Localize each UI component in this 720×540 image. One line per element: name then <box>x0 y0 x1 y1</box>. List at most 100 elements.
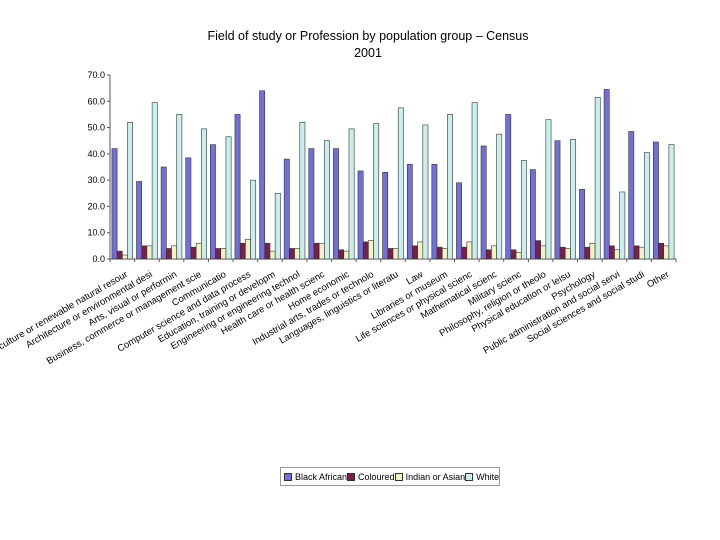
bar-3-16 <box>491 245 497 260</box>
bar-3-13 <box>417 241 424 260</box>
bar-3-15 <box>466 241 473 260</box>
bar-4-6 <box>250 179 257 260</box>
bar-4-5 <box>225 136 232 260</box>
y-tick-label: 40.0 <box>87 149 105 159</box>
y-tick-label: 70.0 <box>87 70 105 80</box>
legend-label: White <box>476 471 500 482</box>
bar-1-3 <box>160 166 167 260</box>
bar-2-20 <box>584 246 591 260</box>
legend-label: Coloured <box>358 471 395 482</box>
y-tick-label: 10.0 <box>87 228 105 238</box>
bar-1-17 <box>505 114 512 260</box>
legend-swatch <box>465 472 474 481</box>
bar-1-1 <box>111 148 118 260</box>
x-tick-label: Other <box>645 269 671 290</box>
bar-3-18 <box>540 245 547 260</box>
bar-2-3 <box>166 248 172 260</box>
bar-4-1 <box>127 122 134 260</box>
bar-1-9 <box>308 148 315 260</box>
bar-1-4 <box>185 157 192 260</box>
bar-4-12 <box>397 107 404 260</box>
bar-2-17 <box>510 249 517 260</box>
y-tick-label: 50.0 <box>87 123 105 133</box>
legend-swatch <box>347 472 356 481</box>
legend-item: Coloured <box>347 472 395 482</box>
bar-3-20 <box>589 242 596 260</box>
bar-2-12 <box>387 248 394 260</box>
bar-3-4 <box>195 242 202 260</box>
y-tick-label: 20.0 <box>87 201 105 211</box>
bar-1-22 <box>628 131 635 260</box>
bar-2-18 <box>535 240 541 260</box>
bar-2-4 <box>190 246 197 260</box>
bar-4-8 <box>299 122 306 260</box>
bar-4-18 <box>545 119 552 260</box>
bar-3-19 <box>564 248 571 260</box>
legend-swatch <box>284 472 292 481</box>
bar-2-6 <box>239 242 246 260</box>
bar-2-2 <box>141 245 148 260</box>
bar-4-2 <box>151 102 158 260</box>
bar-1-5 <box>210 144 216 260</box>
bar-2-7 <box>264 242 271 260</box>
bar-4-14 <box>447 114 453 260</box>
bar-2-16 <box>485 249 492 260</box>
bar-1-10 <box>333 148 339 260</box>
bar-2-9 <box>313 242 320 260</box>
bar-3-17 <box>515 252 522 260</box>
bar-1-21 <box>603 89 610 260</box>
bar-4-16 <box>496 133 503 260</box>
bar-3-14 <box>441 248 448 260</box>
bar-1-16 <box>480 145 487 260</box>
chart-title: Field of study or Profession by populati… <box>0 28 720 62</box>
bar-2-5 <box>215 248 222 260</box>
bar-2-15 <box>461 246 468 260</box>
bar-1-6 <box>234 114 241 260</box>
bar-2-14 <box>436 246 443 260</box>
bar-4-19 <box>570 139 576 260</box>
bar-1-7 <box>259 90 266 260</box>
bar-4-21 <box>619 191 626 260</box>
bar-1-8 <box>283 158 290 260</box>
bar-3-6 <box>245 238 251 260</box>
bar-2-11 <box>362 241 369 260</box>
chart-title-line-1: Field of study or Profession by populati… <box>207 29 529 43</box>
bar-1-18 <box>529 169 536 260</box>
bar-1-19 <box>554 140 561 260</box>
legend-item: Indian or Asian <box>394 472 465 482</box>
bar-4-22 <box>643 152 650 260</box>
bar-4-20 <box>594 97 601 260</box>
bar-2-19 <box>559 246 566 260</box>
bar-3-11 <box>368 240 374 260</box>
bar-3-21 <box>614 249 620 260</box>
bar-4-15 <box>471 102 478 260</box>
bar-4-23 <box>668 144 675 260</box>
bar-1-12 <box>382 171 389 260</box>
bar-3-12 <box>392 248 399 260</box>
bar-2-13 <box>412 245 418 260</box>
bar-2-10 <box>338 249 345 260</box>
bar-4-9 <box>324 140 330 260</box>
bar-2-21 <box>608 245 615 260</box>
bar-4-13 <box>422 124 429 260</box>
bar-3-7 <box>269 250 276 260</box>
bar-3-9 <box>318 242 325 260</box>
bar-4-11 <box>373 123 380 260</box>
chart-title-line-2: 2001 <box>354 46 382 60</box>
y-tick-label: 60.0 <box>87 96 105 106</box>
y-tick-label: 30.0 <box>87 175 105 185</box>
bar-1-11 <box>357 170 364 260</box>
bar-3-5 <box>220 248 227 260</box>
bar-4-3 <box>176 114 183 260</box>
bar-1-2 <box>136 181 143 260</box>
y-tick-label: 0.0 <box>92 254 105 264</box>
chart-legend: Black African Coloured Indian or Asian Whit… <box>280 467 500 486</box>
bar-3-23 <box>663 245 670 260</box>
bar-2-22 <box>633 245 640 260</box>
bar-1-23 <box>652 141 659 260</box>
bar-1-13 <box>406 164 413 260</box>
bar-3-8 <box>294 248 301 260</box>
legend-label: Black African <box>295 471 348 482</box>
bar-3-3 <box>171 245 178 260</box>
